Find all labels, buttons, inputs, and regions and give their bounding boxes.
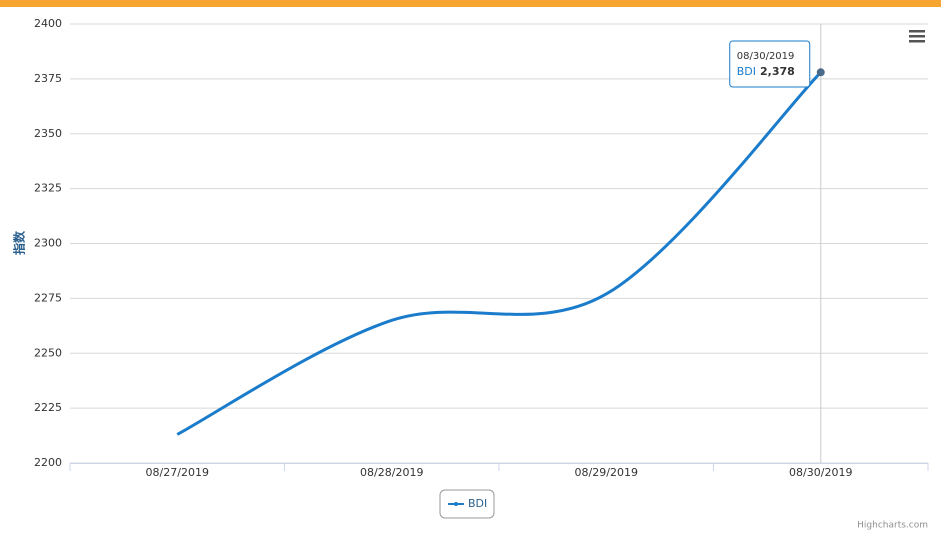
tooltip-number: 2,378	[760, 65, 795, 78]
credits[interactable]: Highcharts.com	[857, 521, 928, 531]
x-tick-label: 08/27/2019	[146, 466, 209, 479]
menu-button[interactable]	[906, 26, 928, 46]
tooltip: 08/30/2019 BDI 2,378	[729, 40, 811, 88]
tooltip-date: 08/30/2019	[737, 51, 795, 62]
top-bar	[0, 0, 941, 7]
menu-line	[909, 40, 925, 43]
y-tick-label: 2225	[34, 401, 62, 414]
x-tick-label: 08/29/2019	[575, 466, 638, 479]
menu-line	[909, 35, 925, 38]
background	[0, 7, 941, 536]
hover-marker	[816, 68, 825, 77]
x-tick-label: 08/30/2019	[789, 466, 852, 479]
x-tick-label: 08/28/2019	[360, 466, 423, 479]
legend-dot	[454, 502, 458, 506]
y-tick-label: 2375	[34, 72, 62, 85]
y-tick-label: 2300	[34, 237, 62, 250]
y-tick-label: 2275	[34, 291, 62, 304]
tooltip-value: BDI 2,378	[737, 65, 795, 78]
y-axis-title: 指数	[12, 230, 27, 255]
y-tick-label: 2400	[34, 17, 62, 30]
y-tick-label: 2350	[34, 127, 62, 140]
y-tick-label: 2325	[34, 182, 62, 195]
menu-line	[909, 30, 925, 33]
tooltip-box	[729, 40, 811, 88]
legend-label: BDI	[468, 497, 487, 510]
legend-box	[439, 489, 495, 519]
tooltip-series: BDI	[737, 65, 756, 78]
y-tick-label: 2250	[34, 346, 62, 359]
y-tick-label: 2200	[34, 456, 62, 469]
series-line	[176, 71, 822, 436]
legend-item[interactable]: BDI	[439, 489, 495, 519]
